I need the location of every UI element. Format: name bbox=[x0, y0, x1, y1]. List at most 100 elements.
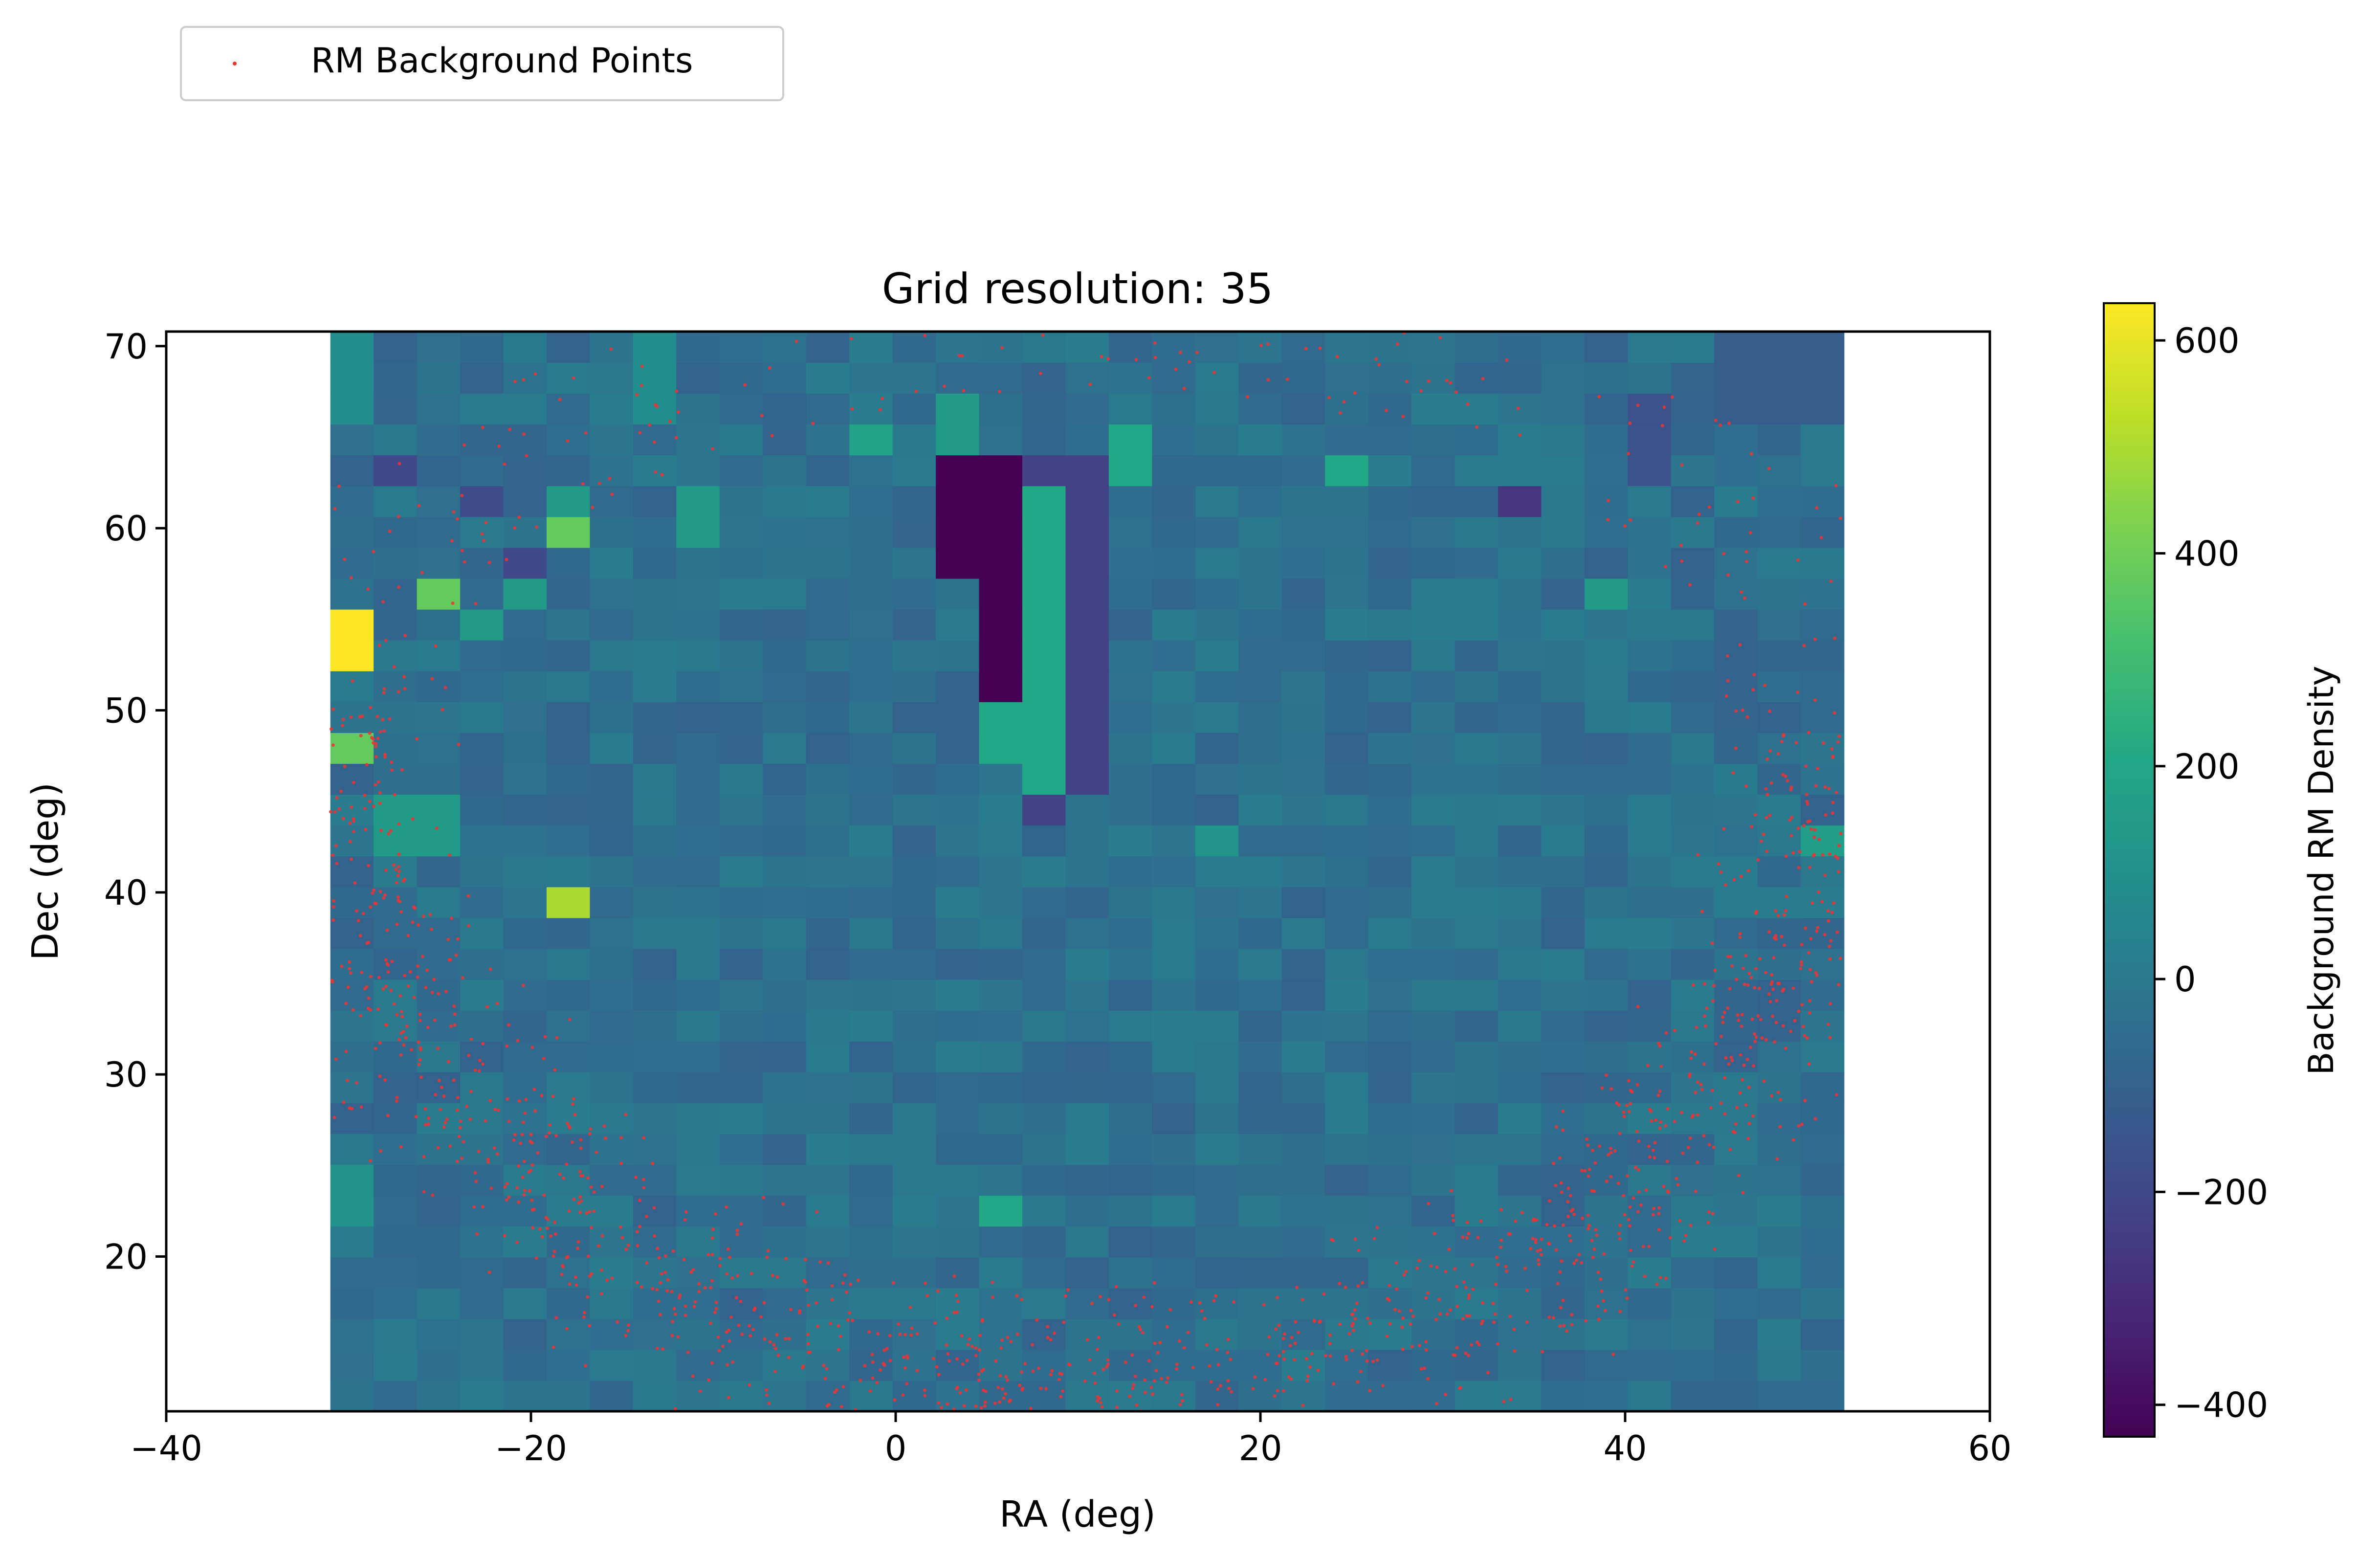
scatter-point bbox=[1629, 1248, 1632, 1252]
heatmap-cell bbox=[503, 609, 547, 641]
scatter-point bbox=[1548, 1199, 1552, 1203]
scatter-point bbox=[384, 958, 388, 962]
heatmap-cell bbox=[1108, 455, 1153, 487]
scatter-point bbox=[1810, 980, 1813, 983]
heatmap-cell bbox=[1152, 1134, 1196, 1165]
scatter-point bbox=[1817, 838, 1821, 842]
scatter-point bbox=[977, 1348, 981, 1352]
scatter-point bbox=[1736, 1013, 1740, 1017]
heatmap-cell bbox=[1498, 887, 1542, 918]
scatter-point bbox=[1779, 1098, 1783, 1102]
scatter-point bbox=[736, 1274, 740, 1278]
heatmap-cell bbox=[1022, 1349, 1066, 1381]
scatter-point bbox=[1602, 1252, 1606, 1256]
heatmap-cell bbox=[763, 1103, 807, 1135]
scatter-point bbox=[772, 1343, 776, 1347]
scatter-point bbox=[711, 447, 714, 451]
heatmap-cell bbox=[1757, 856, 1801, 888]
scatter-point bbox=[753, 1306, 757, 1310]
scatter-point bbox=[367, 864, 371, 868]
heatmap-cell bbox=[460, 578, 504, 610]
scatter-point bbox=[460, 1156, 463, 1160]
scatter-point bbox=[530, 1198, 533, 1202]
scatter-point bbox=[1595, 1233, 1599, 1237]
heatmap-cell bbox=[1671, 1164, 1715, 1196]
scatter-point bbox=[1777, 981, 1781, 985]
scatter-point bbox=[1670, 395, 1674, 399]
scatter-point bbox=[1318, 346, 1322, 350]
scatter-point bbox=[683, 1218, 687, 1222]
scatter-point bbox=[1734, 709, 1738, 713]
heatmap-cell bbox=[1454, 332, 1499, 363]
scatter-point bbox=[1395, 1287, 1398, 1291]
heatmap-cell bbox=[1801, 1380, 1845, 1412]
scatter-point bbox=[841, 1385, 845, 1389]
heatmap-cell bbox=[1454, 578, 1499, 610]
plot-area bbox=[165, 330, 1991, 1413]
heatmap-cell bbox=[1152, 640, 1196, 671]
scatter-point bbox=[672, 1307, 676, 1311]
heatmap-cell bbox=[1498, 332, 1542, 363]
scatter-point bbox=[1057, 1378, 1061, 1381]
heatmap-cell bbox=[1757, 763, 1801, 795]
heatmap-cell bbox=[1238, 516, 1282, 548]
heatmap-cell bbox=[633, 578, 677, 610]
heatmap-cell bbox=[1671, 393, 1715, 425]
heatmap-cell bbox=[892, 516, 936, 548]
scatter-point bbox=[1833, 854, 1837, 858]
scatter-point bbox=[418, 1012, 422, 1016]
scatter-point bbox=[748, 1324, 751, 1328]
heatmap-cell bbox=[1152, 1041, 1196, 1072]
scatter-point bbox=[343, 764, 347, 768]
heatmap-cell bbox=[1584, 702, 1629, 733]
scatter-point bbox=[572, 1097, 575, 1101]
scatter-point bbox=[1587, 1167, 1591, 1171]
heatmap-cell bbox=[1022, 455, 1066, 487]
heatmap-cell bbox=[979, 917, 1023, 949]
scatter-point bbox=[538, 1227, 542, 1231]
heatmap-cell bbox=[1022, 578, 1066, 610]
scatter-point bbox=[1570, 1323, 1574, 1327]
heatmap-cell bbox=[417, 670, 461, 702]
heatmap-cell bbox=[1671, 763, 1715, 795]
scatter-point bbox=[1822, 741, 1826, 745]
heatmap-cell bbox=[979, 1164, 1023, 1196]
scatter-point bbox=[335, 796, 339, 800]
heatmap-cell bbox=[1281, 1380, 1325, 1412]
heatmap-cell bbox=[763, 979, 807, 1011]
heatmap-cell bbox=[1065, 1318, 1109, 1350]
scatter-point bbox=[978, 1334, 982, 1337]
scatter-point bbox=[1727, 1062, 1731, 1066]
scatter-point bbox=[1492, 1320, 1496, 1324]
scatter-point bbox=[1769, 982, 1773, 986]
scatter-point bbox=[1203, 1316, 1207, 1320]
scatter-point bbox=[486, 1157, 490, 1161]
heatmap-cell bbox=[1022, 1072, 1066, 1103]
scatter-point bbox=[639, 1285, 643, 1289]
scatter-point bbox=[1724, 1056, 1728, 1060]
heatmap-cell bbox=[1195, 763, 1239, 795]
scatter-point bbox=[1038, 372, 1042, 376]
scatter-point bbox=[1481, 1319, 1485, 1323]
scatter-point bbox=[1775, 999, 1779, 1002]
heatmap-cell bbox=[1801, 578, 1845, 610]
heatmap-cell bbox=[1281, 1134, 1325, 1165]
scatter-point bbox=[624, 1113, 628, 1116]
scatter-point bbox=[1807, 731, 1810, 734]
heatmap-cell bbox=[849, 856, 893, 888]
heatmap-cell bbox=[1757, 332, 1801, 363]
heatmap-cell bbox=[1195, 393, 1239, 425]
scatter-point bbox=[1328, 1333, 1332, 1337]
scatter-point bbox=[879, 1368, 882, 1372]
heatmap-cell bbox=[1714, 1195, 1758, 1227]
scatter-point bbox=[352, 830, 355, 834]
heatmap-cell bbox=[1368, 917, 1412, 949]
heatmap-cell bbox=[892, 1195, 936, 1227]
scatter-point bbox=[1712, 984, 1716, 988]
heatmap-cell bbox=[460, 455, 504, 487]
scatter-point bbox=[1088, 1358, 1092, 1362]
heatmap-cell bbox=[1368, 1010, 1412, 1042]
scatter-point bbox=[1493, 1312, 1497, 1316]
heatmap-cell bbox=[676, 702, 720, 733]
heatmap-cell bbox=[1368, 1226, 1412, 1258]
